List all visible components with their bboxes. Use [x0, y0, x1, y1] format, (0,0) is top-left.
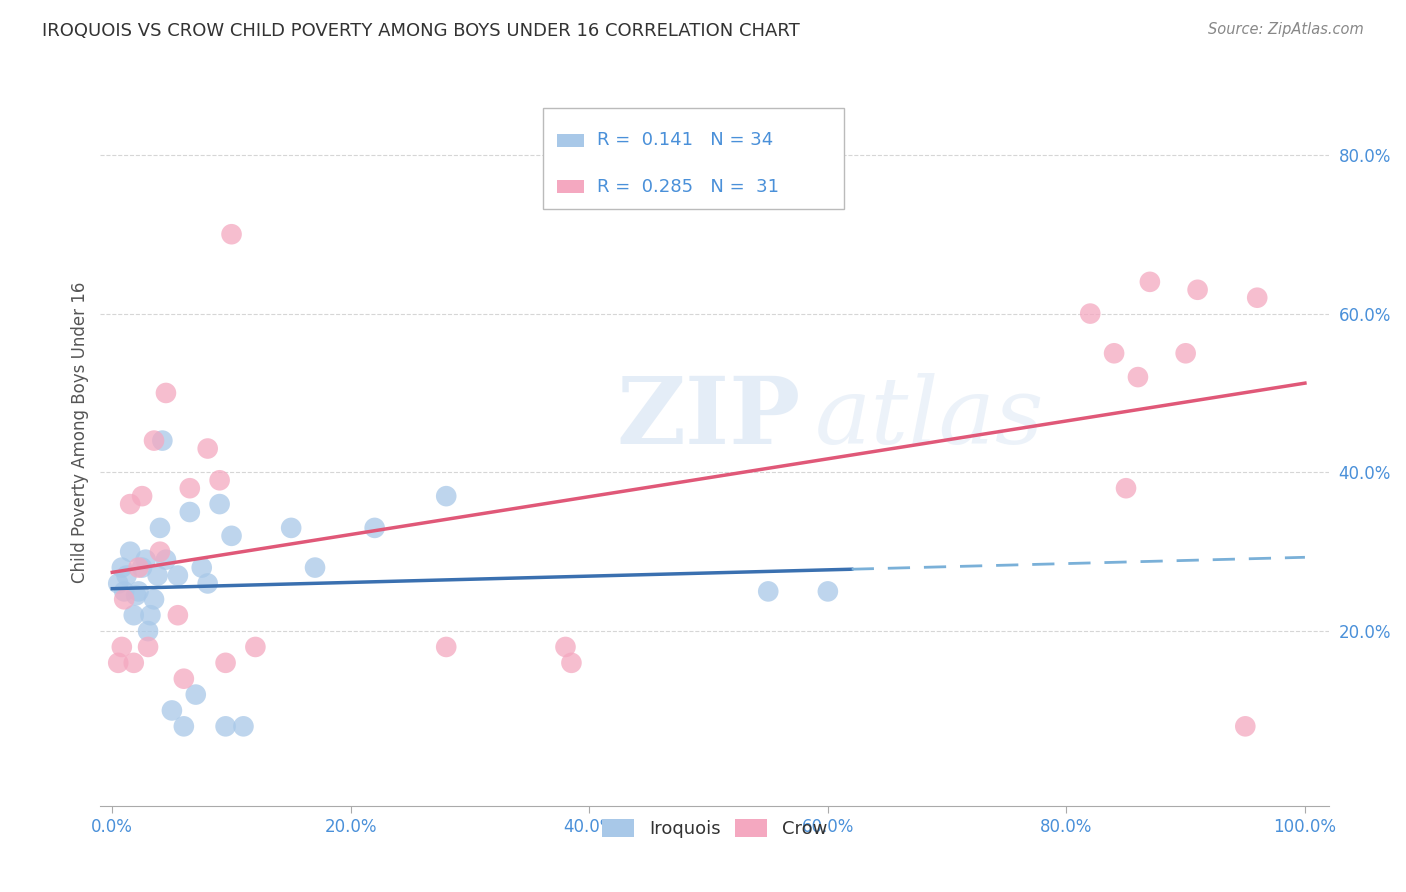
- FancyBboxPatch shape: [543, 108, 844, 209]
- Point: [197, 442, 219, 456]
- Text: R =  0.285   N =  31: R = 0.285 N = 31: [596, 178, 779, 195]
- Point: [128, 560, 150, 574]
- FancyBboxPatch shape: [557, 134, 585, 147]
- Point: [173, 719, 195, 733]
- Point: [143, 434, 166, 448]
- Point: [304, 560, 326, 574]
- Point: [1126, 370, 1149, 384]
- Point: [149, 545, 172, 559]
- Point: [1102, 346, 1125, 360]
- Point: [149, 521, 172, 535]
- Point: [112, 584, 135, 599]
- Point: [197, 576, 219, 591]
- Point: [111, 560, 134, 574]
- Point: [131, 489, 153, 503]
- Point: [214, 719, 236, 733]
- Point: [150, 434, 173, 448]
- Point: [214, 656, 236, 670]
- Point: [179, 505, 201, 519]
- Point: [817, 584, 839, 599]
- Point: [167, 568, 190, 582]
- Point: [125, 588, 148, 602]
- Point: [155, 552, 177, 566]
- Point: [554, 640, 576, 654]
- Point: [146, 568, 169, 582]
- Point: [434, 489, 457, 503]
- Point: [560, 656, 582, 670]
- Point: [190, 560, 212, 574]
- Point: [122, 608, 145, 623]
- Text: atlas: atlas: [815, 373, 1045, 463]
- Point: [160, 703, 183, 717]
- Point: [131, 560, 153, 574]
- Point: [136, 624, 159, 638]
- Point: [120, 545, 142, 559]
- Point: [112, 592, 135, 607]
- Point: [107, 656, 129, 670]
- Legend: Iroquois, Crow: Iroquois, Crow: [595, 812, 834, 846]
- Point: [128, 584, 150, 599]
- Point: [173, 672, 195, 686]
- Point: [208, 473, 231, 487]
- Point: [179, 481, 201, 495]
- Point: [221, 227, 243, 242]
- Text: ZIP: ZIP: [616, 373, 800, 463]
- Point: [208, 497, 231, 511]
- Point: [167, 608, 190, 623]
- Point: [139, 608, 162, 623]
- Point: [136, 640, 159, 654]
- Point: [245, 640, 267, 654]
- Point: [221, 529, 243, 543]
- Y-axis label: Child Poverty Among Boys Under 16: Child Poverty Among Boys Under 16: [72, 282, 89, 583]
- Point: [1246, 291, 1268, 305]
- Point: [434, 640, 457, 654]
- Point: [107, 576, 129, 591]
- Point: [120, 497, 142, 511]
- Point: [184, 688, 207, 702]
- Text: R =  0.141   N = 34: R = 0.141 N = 34: [596, 131, 773, 149]
- Point: [232, 719, 254, 733]
- Point: [111, 640, 134, 654]
- Point: [756, 584, 779, 599]
- Point: [1174, 346, 1197, 360]
- Point: [1234, 719, 1257, 733]
- Point: [143, 592, 166, 607]
- Text: IROQUOIS VS CROW CHILD POVERTY AMONG BOYS UNDER 16 CORRELATION CHART: IROQUOIS VS CROW CHILD POVERTY AMONG BOY…: [42, 22, 800, 40]
- Point: [122, 656, 145, 670]
- Point: [1078, 307, 1101, 321]
- Point: [155, 386, 177, 401]
- Point: [1139, 275, 1161, 289]
- Point: [280, 521, 302, 535]
- Text: Source: ZipAtlas.com: Source: ZipAtlas.com: [1208, 22, 1364, 37]
- Point: [363, 521, 385, 535]
- Point: [1187, 283, 1209, 297]
- Point: [1115, 481, 1137, 495]
- Point: [115, 568, 138, 582]
- FancyBboxPatch shape: [557, 180, 585, 194]
- Point: [135, 552, 157, 566]
